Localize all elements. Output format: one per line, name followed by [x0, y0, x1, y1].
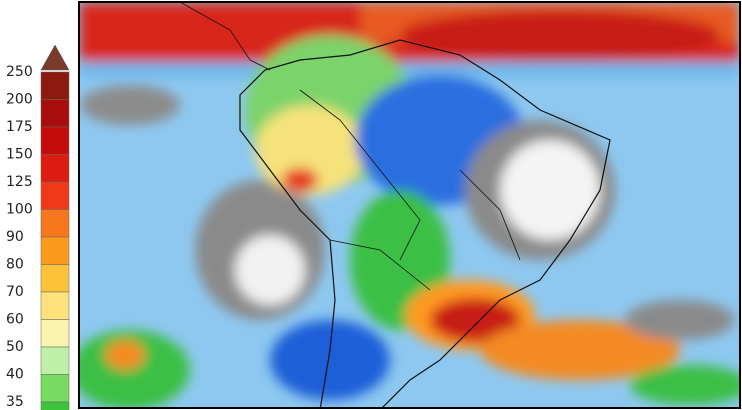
- legend-label: 80: [6, 257, 24, 273]
- map: [79, 2, 740, 408]
- legend: 250 200 175 150 125 100 90 80 70 60 50 40 35: [6, 64, 70, 410]
- legend-label: 60: [6, 312, 24, 328]
- legend-swatch: [40, 401, 70, 410]
- legend-label: 35: [6, 394, 24, 410]
- legend-swatch: [40, 374, 70, 403]
- legend-swatch: [40, 346, 70, 375]
- legend-label: 90: [6, 229, 24, 245]
- legend-label: 175: [6, 119, 33, 135]
- legend-swatch: [40, 181, 70, 210]
- legend-label: 50: [6, 339, 24, 355]
- legend-swatch: [40, 291, 70, 320]
- legend-label: 200: [6, 92, 33, 108]
- legend-swatch: [40, 236, 70, 265]
- legend-label: 125: [6, 174, 33, 190]
- legend-swatch: [40, 209, 70, 238]
- legend-label: 70: [6, 284, 24, 300]
- legend-label: 250: [6, 64, 33, 80]
- legend-swatch: [40, 264, 70, 293]
- legend-swatch: [40, 126, 70, 155]
- legend-swatch: [40, 319, 70, 348]
- legend-swatch: [40, 154, 70, 183]
- legend-label: 40: [6, 367, 24, 383]
- legend-swatch: [40, 99, 70, 128]
- legend-overflow-arrow: [40, 44, 70, 71]
- map-frame: [78, 1, 741, 409]
- legend-label: 100: [6, 202, 33, 218]
- legend-swatch: [40, 71, 70, 100]
- legend-label: 150: [6, 147, 33, 163]
